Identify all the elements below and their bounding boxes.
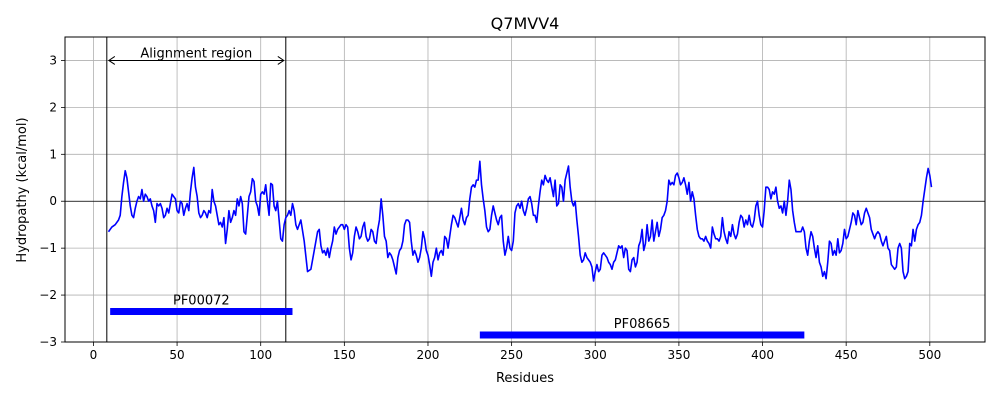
- series-line: [107, 160, 933, 282]
- x-tick-label: 500: [918, 348, 941, 362]
- plot-frame: [64, 36, 986, 343]
- domain-label: PF08665: [614, 317, 671, 332]
- x-tick-label: 200: [417, 348, 440, 362]
- chart-title: Q7MVV4: [491, 14, 560, 33]
- y-tick-label: 0: [49, 194, 57, 208]
- y-tick-label: 1: [49, 147, 57, 161]
- domain-label: PF00072: [173, 294, 230, 309]
- x-tick-label: 100: [249, 348, 272, 362]
- x-tick-label: 350: [667, 348, 690, 362]
- region-label: Alignment region: [140, 46, 252, 61]
- x-tick-label: 0: [90, 348, 98, 362]
- x-tick-label: 150: [333, 348, 356, 362]
- x-tick-label: 450: [835, 348, 858, 362]
- x-tick-label: 300: [584, 348, 607, 362]
- domain-bars: PF00072 PF08665: [110, 294, 805, 339]
- y-tick-label: −1: [39, 241, 57, 255]
- x-tick-label: 250: [500, 348, 523, 362]
- x-tick-label: 50: [169, 348, 184, 362]
- y-tick-label: −3: [39, 335, 57, 349]
- region-arrow-left-head: [107, 56, 116, 65]
- y-tick-label: 2: [49, 100, 57, 114]
- x-axis-ticks: 0 50 100 150 200 250 300 350 400 450 500: [90, 342, 941, 362]
- x-axis-label: Residues: [496, 371, 554, 386]
- y-axis-ticks: −3 −2 −1 0 1 2 3: [39, 53, 65, 349]
- x-tick-label: 400: [751, 348, 774, 362]
- y-tick-label: 3: [49, 53, 57, 67]
- y-tick-label: −2: [39, 288, 57, 302]
- alignment-region: Alignment region: [106, 37, 287, 342]
- region-arrow-right-head: [277, 56, 285, 65]
- y-axis-label: Hydropathy (kcal/mol): [15, 117, 30, 262]
